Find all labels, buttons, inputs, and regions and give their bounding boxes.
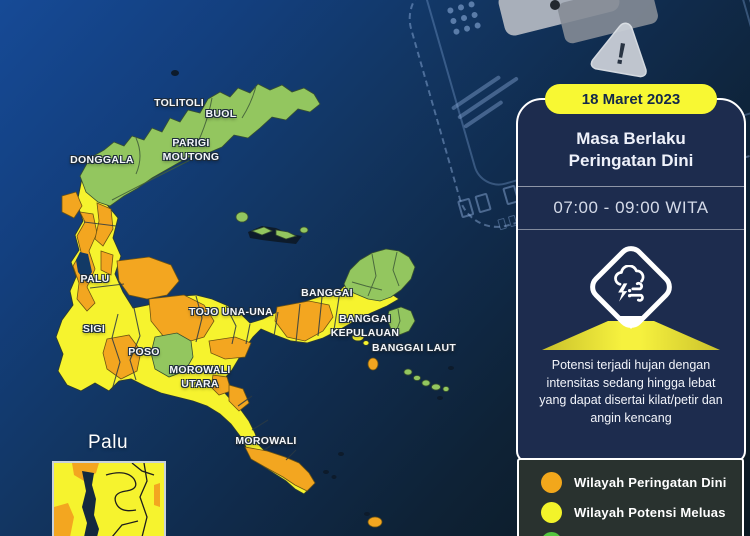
region-label-morowali: MOROWALI xyxy=(235,434,297,447)
region-label-donggala: DONGGALA xyxy=(70,153,134,166)
yellow-dot-icon xyxy=(541,502,562,523)
green-dot-icon xyxy=(541,532,562,536)
legend-label: Wilayah Peringatan Dini xyxy=(574,475,727,490)
region-label-tolitoli: TOLITOLI xyxy=(154,96,204,109)
region-label-parigi-moutong: PARIGI MOUTONG xyxy=(162,136,220,163)
region-label-poso: POSO xyxy=(128,345,160,358)
legend-item-potential: Wilayah Potensi Meluas xyxy=(541,502,742,523)
legend-item-warning: Wilayah Peringatan Dini xyxy=(541,472,742,493)
palu-bay xyxy=(76,252,92,282)
phone-camera-dot xyxy=(550,0,560,10)
region-label-banggai-laut: BANGGAI LAUT xyxy=(371,341,457,354)
storm-rain-wind-icon xyxy=(584,240,678,334)
icon-pin-tail xyxy=(620,315,642,329)
legend-item-normal xyxy=(541,532,742,536)
legend-label: Wilayah Potensi Meluas xyxy=(574,505,726,520)
warning-card: Masa Berlaku Peringatan Dini 07:00 - 09:… xyxy=(516,98,746,463)
warning-panel: 18 Maret 2023 Masa Berlaku Peringatan Di… xyxy=(516,84,746,463)
orange-dot-icon xyxy=(541,472,562,493)
weather-icon-block: Potensi terjadi hujan dengan intensitas … xyxy=(518,240,744,428)
validity-title: Masa Berlaku Peringatan Dini xyxy=(518,100,744,187)
map-green-districts xyxy=(79,83,416,378)
map-district-borders xyxy=(83,221,341,461)
inset-title: Palu xyxy=(87,432,129,453)
region-label-palu: PALU xyxy=(80,272,110,285)
date-badge: 18 Maret 2023 xyxy=(545,84,717,114)
palu-inset-map xyxy=(52,461,166,536)
region-label-tojo-una-una: TOJO UNA-UNA xyxy=(189,305,273,318)
validity-time-range: 07:00 - 09:00 WITA xyxy=(518,187,744,230)
legend-box: Wilayah Peringatan Dini Wilayah Potensi … xyxy=(517,458,744,536)
region-label-buol: BUOL xyxy=(205,107,237,120)
region-label-banggai: BANGGAI xyxy=(301,286,353,299)
warning-description: Potensi terjadi hujan dengan intensitas … xyxy=(539,357,723,426)
region-label-morowali-utara: MOROWALI UTARA xyxy=(169,363,231,390)
region-label-banggai-kepulauan: BANGGAI KEPULAUAN xyxy=(330,312,400,339)
ground-beam-shape xyxy=(542,320,720,350)
warning-triangle-icon: ! xyxy=(590,22,647,78)
region-label-sigi: SIGI xyxy=(82,322,106,335)
map-small-islands xyxy=(171,70,454,516)
